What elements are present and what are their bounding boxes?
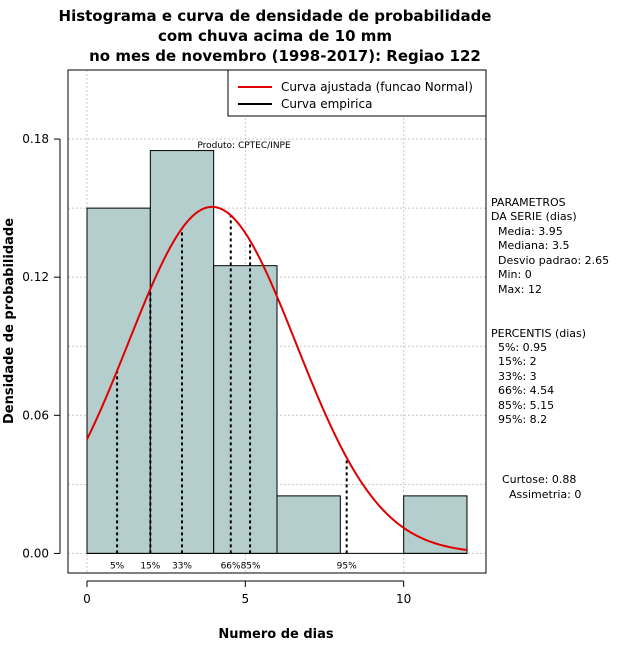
chart-title-line-2: com chuva acima de 10 mm bbox=[158, 27, 392, 45]
x-axis: 0 5 10 bbox=[83, 580, 411, 606]
side-panel: PARAMETROS DA SERIE (dias) Media: 3.95 M… bbox=[491, 196, 609, 501]
legend: Curva ajustada (funcao Normal) Curva emp… bbox=[227, 69, 487, 117]
percentil-95: 95%: 8.2 bbox=[498, 413, 547, 426]
percentile-label-0: 5% bbox=[110, 561, 125, 571]
percentil-66: 66%: 4.54 bbox=[498, 384, 554, 397]
y-tick-label: 0.18 bbox=[22, 132, 49, 146]
percentil-85: 85%: 5.15 bbox=[498, 399, 554, 412]
x-tick-label: 5 bbox=[242, 592, 250, 606]
percentile-labels: 5% 15% 33% 66%85% 95% bbox=[110, 561, 357, 571]
x-tick-label: 0 bbox=[83, 592, 91, 606]
parametros-title-1: PARAMETROS bbox=[491, 196, 566, 209]
percentis-title: PERCENTIS (dias) bbox=[491, 327, 586, 340]
assimetria-value: Assimetria: 0 bbox=[509, 488, 581, 501]
histogram-bars bbox=[86, 150, 468, 554]
curtose-value: Curtose: 0.88 bbox=[502, 473, 576, 486]
parametros-title-2: DA SERIE (dias) bbox=[491, 210, 577, 223]
param-min: Min: 0 bbox=[498, 268, 532, 281]
y-tick-label: 0.06 bbox=[22, 408, 49, 422]
param-mediana: Mediana: 3.5 bbox=[498, 239, 569, 252]
product-label: Produto: CPTEC/INPE bbox=[197, 141, 291, 151]
legend-label-empirical: Curva empirica bbox=[281, 97, 372, 111]
percentil-5: 5%: 0.95 bbox=[498, 341, 547, 354]
y-tick-label: 0.00 bbox=[22, 546, 49, 560]
normal-fit-curve bbox=[86, 205, 468, 551]
percentile-label-1: 15% bbox=[140, 561, 160, 571]
y-axis-title: Densidade de probabilidade bbox=[2, 218, 17, 424]
percentile-lines bbox=[116, 215, 348, 554]
x-axis-title: Numero de dias bbox=[218, 627, 334, 642]
legend-label-normal: Curva ajustada (funcao Normal) bbox=[281, 80, 473, 94]
normal-curve-layer bbox=[86, 205, 468, 551]
y-axis: 0.00 0.06 0.12 0.18 bbox=[22, 132, 61, 560]
chart-title-line-3: no mes de novembro (1998-2017): Regiao 1… bbox=[89, 47, 481, 65]
percentile-label-4: 95% bbox=[337, 561, 357, 571]
histogram-bar-2 bbox=[213, 265, 278, 554]
param-media: Media: 3.95 bbox=[498, 225, 563, 238]
param-max: Max: 12 bbox=[498, 283, 542, 296]
histogram-bar-3 bbox=[276, 495, 341, 554]
chart-title-line-1: Histograma e curva de densidade de proba… bbox=[59, 7, 492, 25]
x-tick-label: 10 bbox=[396, 592, 411, 606]
y-tick-label: 0.12 bbox=[22, 270, 49, 284]
percentil-33: 33%: 3 bbox=[498, 370, 537, 383]
percentile-label-2: 33% bbox=[172, 561, 192, 571]
histogram-bar-0 bbox=[86, 207, 151, 554]
percentile-label-3: 66%85% bbox=[221, 561, 261, 571]
param-desvio: Desvio padrao: 2.65 bbox=[498, 254, 609, 267]
percentil-15: 15%: 2 bbox=[498, 355, 537, 368]
histogram-bar-5 bbox=[403, 495, 468, 554]
